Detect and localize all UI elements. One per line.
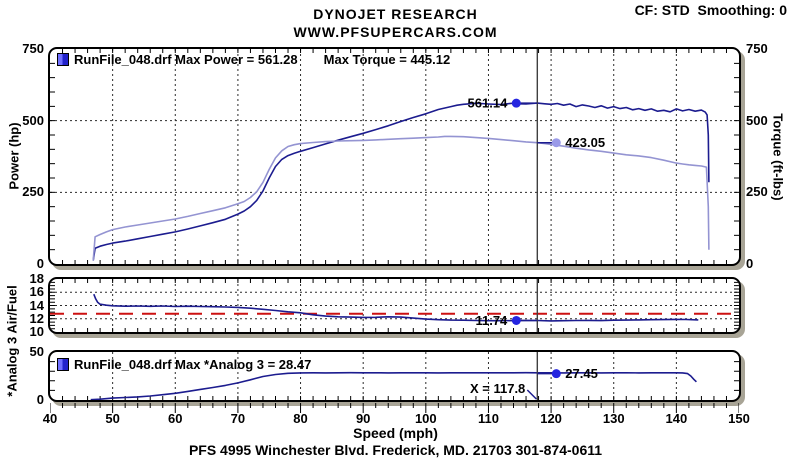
analog3-chart-panel: 27.45 X = 117.8 RunFile_048.drf Max *Anal… — [48, 350, 741, 402]
afr-ytick-label: 14 — [29, 297, 44, 313]
cursor-x-value: X = 117.8 — [470, 381, 525, 396]
main-ytick-label-right: 250 — [746, 184, 768, 200]
analog3-plot: 27.45 X = 117.8 — [50, 352, 739, 400]
afr-curve — [93, 293, 699, 322]
main-ytick-label: 750 — [22, 41, 44, 56]
afr-ytick-label: 10 — [29, 324, 44, 339]
main-ytick-label-right: 750 — [746, 41, 768, 56]
main-ytick-label: 250 — [22, 184, 44, 200]
afr-ytick-label: 12 — [29, 310, 44, 326]
main-ytick-label: 500 — [22, 112, 44, 128]
main-ytick-label: 0 — [36, 256, 44, 271]
website-url: WWW.PFSUPERCARS.COM — [293, 24, 498, 40]
main-ytick-label-right: 500 — [746, 112, 768, 128]
x-axis-tick-label: 70 — [230, 411, 246, 426]
x-axis-tick-label: 90 — [355, 411, 371, 426]
app-title: DYNOJET RESEARCH — [313, 6, 478, 22]
power-curve — [92, 102, 710, 261]
max-power-legend-text: RunFile_048.drf Max Power = 561.28 — [74, 52, 298, 67]
analog3-legend: RunFile_048.drf Max *Analog 3 = 28.47 — [57, 357, 311, 372]
power-cursor-marker — [511, 98, 521, 108]
shop-address-footer: PFS 4995 Winchester Blvd. Frederick, MD.… — [188, 442, 603, 458]
x-axis-tick-label: 130 — [602, 411, 625, 426]
x-axis-tick-label: 80 — [293, 411, 308, 426]
main-ytick-label-right: 0 — [746, 256, 754, 271]
x-axis-tick-label: 100 — [414, 411, 437, 426]
boost-cursor-marker — [551, 369, 561, 379]
x-axis-tick-label: 150 — [728, 411, 750, 426]
boost-curve — [90, 371, 697, 400]
power-axis-label: Power (hp) — [6, 122, 22, 190]
afr-ytick-label: 16 — [29, 284, 44, 300]
max-analog3-legend-text: RunFile_048.drf Max *Analog 3 = 28.47 — [74, 357, 312, 372]
x-axis-tick-label: 40 — [42, 411, 58, 426]
power-torque-plot: 561.14 423.05 — [50, 49, 739, 264]
runfile-color-swatch — [57, 358, 69, 371]
x-axis-tick-label: 50 — [105, 411, 120, 426]
x-axis-tick-labels: 40 50 60 70 80 90 100 110 120 130 140 150 — [43, 411, 750, 426]
boost-ytick-label: 0 — [36, 392, 44, 407]
air-fuel-chart-panel: 11.74 — [48, 277, 741, 334]
air-fuel-plot: 11.74 — [50, 279, 739, 332]
afr-ytick-label: 18 — [29, 271, 44, 286]
x-axis-tick-label: 120 — [540, 411, 562, 426]
torque-cursor-marker — [551, 138, 561, 148]
torque-curve — [92, 135, 710, 261]
power-torque-chart-panel: 561.14 423.05 RunFile_048.drf Max Power =… — [48, 47, 741, 266]
x-axis-title: Speed (mph) — [353, 425, 438, 441]
x-axis-tick-label: 140 — [665, 411, 688, 426]
boost-ytick-label: 50 — [29, 344, 44, 359]
power-cursor-value: 561.14 — [468, 96, 509, 111]
boost-cursor-value: 27.45 — [565, 366, 598, 381]
correction-smoothing-status: CF: STD Smoothing: 0 — [634, 2, 787, 18]
x-axis-tick-label: 110 — [477, 411, 499, 426]
runfile-color-swatch — [57, 53, 69, 66]
max-torque-legend-text: Max Torque = 445.12 — [323, 52, 451, 67]
x-axis-tick-label: 60 — [168, 411, 183, 426]
afr-cursor-marker — [511, 315, 521, 325]
torque-cursor-value: 423.05 — [565, 135, 605, 150]
cursor-x-leader — [526, 389, 537, 400]
afr-cursor-value: 11.74 — [475, 313, 508, 328]
x-axis-tick-strip — [50, 403, 739, 413]
main-legend: RunFile_048.drf Max Power = 561.28 Max T… — [57, 52, 450, 67]
